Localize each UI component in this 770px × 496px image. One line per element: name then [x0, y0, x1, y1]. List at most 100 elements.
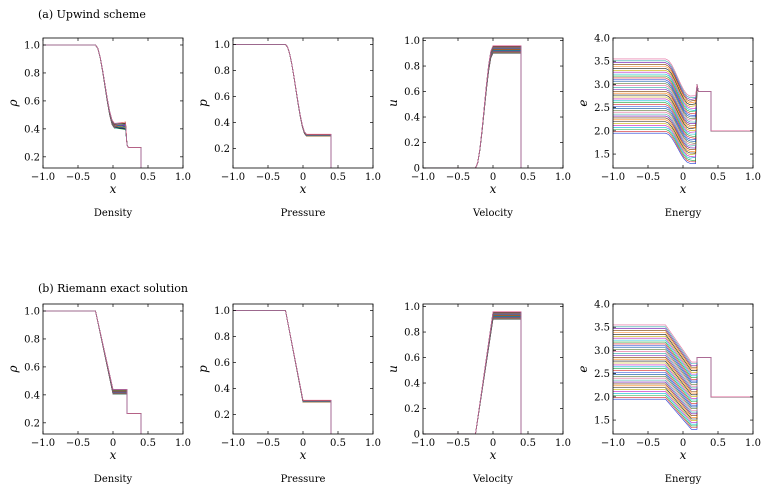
x-tick-label: 1.0	[745, 438, 761, 449]
series-line	[43, 44, 142, 168]
series-line	[423, 313, 522, 434]
series-line	[233, 310, 332, 434]
series-line	[43, 44, 142, 168]
series-line	[43, 310, 142, 434]
series-line	[233, 44, 332, 168]
series-line	[43, 44, 142, 168]
series-line	[423, 46, 522, 168]
series-line	[43, 44, 142, 168]
series-line	[233, 44, 332, 168]
x-tick-label: 1.0	[555, 172, 571, 183]
series-line	[423, 47, 522, 168]
x-tick-label: 0	[680, 172, 686, 183]
y-tick-label: 0.8	[24, 334, 40, 345]
series-line	[233, 44, 332, 168]
series-line	[423, 316, 522, 434]
y-tick-label: 1.5	[594, 416, 610, 427]
x-tick-label: −0.5	[446, 438, 470, 449]
panel-upwind-velocity: −1.0 −0.5 0 0.5 1.0 0 0.2 0.4 0.6 0.8 1.0 x u Velocit…	[386, 36, 571, 219]
series-line	[43, 310, 142, 434]
series-line	[43, 44, 142, 168]
y-tick-label: 0.6	[214, 358, 230, 369]
series-line	[43, 310, 142, 434]
series-line	[43, 44, 142, 168]
series-line	[43, 310, 142, 434]
series-line	[233, 310, 332, 434]
series-line	[423, 317, 522, 434]
series-group	[423, 45, 522, 168]
series-line	[43, 310, 142, 434]
series-line	[43, 44, 142, 168]
series-line	[233, 44, 332, 168]
series-line	[43, 310, 142, 434]
y-tick-label: 0.6	[214, 92, 230, 103]
series-group	[233, 310, 332, 434]
series-line	[233, 310, 332, 434]
x-tick-label: 0.5	[520, 172, 536, 183]
y-tick-label: 0	[414, 164, 420, 175]
series-line	[233, 44, 332, 168]
axes-frame	[42, 303, 184, 435]
y-tick-label: 0.4	[24, 390, 40, 401]
y-tick-label: 1.0	[24, 40, 40, 51]
series-line	[233, 44, 332, 168]
series-line	[43, 310, 142, 434]
series-line	[233, 310, 332, 434]
series-line	[233, 44, 332, 168]
series-line	[423, 316, 522, 434]
series-line	[43, 44, 142, 168]
series-line	[423, 45, 522, 168]
series-line	[233, 44, 332, 168]
series-line	[423, 51, 522, 168]
panel-upwind-pressure: −1.0 −0.5 0 0.5 1.0 0.2 0.4 0.6 0.8 1.0 x p Pressure	[196, 37, 381, 219]
series-line	[233, 310, 332, 434]
series-line	[423, 48, 522, 168]
series-line	[423, 316, 522, 434]
panel-exact-density: −1.0 −0.5 0 0.5 1.0 0.2 0.4 0.6 0.8 1.0 x ρ Density	[6, 303, 191, 485]
series-line	[233, 44, 332, 168]
series-line	[423, 313, 522, 434]
series-line	[423, 52, 522, 168]
series-line	[233, 310, 332, 434]
series-group	[233, 44, 332, 168]
y-tick-label: 2.0	[594, 126, 610, 137]
series-line	[43, 44, 142, 168]
series-line	[43, 310, 142, 434]
series-line	[233, 44, 332, 168]
series-line	[233, 310, 332, 434]
series-group	[43, 44, 142, 168]
series-line	[423, 48, 522, 168]
y-tick-label: 0.2	[214, 144, 230, 155]
series-line	[423, 318, 522, 434]
panel-caption: Energy	[665, 474, 702, 485]
series-line	[233, 44, 332, 168]
series-line	[43, 310, 142, 434]
series-line	[233, 44, 332, 168]
series-line	[233, 44, 332, 168]
x-tick-label: 0	[300, 438, 306, 449]
series-line	[43, 310, 142, 434]
panel-caption: Energy	[665, 208, 702, 219]
x-tick-label: 0	[680, 438, 686, 449]
panel-caption: Density	[94, 208, 133, 219]
x-axis-label: x	[490, 182, 497, 196]
series-line	[233, 44, 332, 168]
y-axis-label: ρ	[6, 365, 20, 373]
series-line	[43, 310, 142, 434]
series-line	[233, 310, 332, 434]
series-line	[43, 310, 142, 434]
y-tick-label: 1.5	[594, 150, 610, 161]
series-line	[43, 44, 142, 168]
x-tick-label: −1.0	[31, 438, 55, 449]
series-line	[423, 317, 522, 434]
series-line	[233, 44, 332, 168]
series-line	[43, 310, 142, 434]
y-tick-label: 0.2	[214, 410, 230, 421]
series-line	[233, 44, 332, 168]
series-line	[233, 310, 332, 434]
series-line	[423, 314, 522, 434]
series-line	[233, 310, 332, 434]
series-line	[423, 50, 522, 168]
x-tick-label: −1.0	[601, 172, 625, 183]
